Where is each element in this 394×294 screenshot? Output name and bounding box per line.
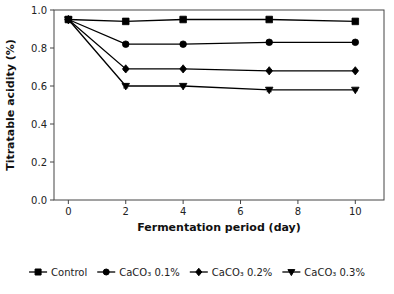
marker — [180, 41, 187, 48]
marker — [266, 67, 273, 75]
y-axis-label: Titratable acidity (%) — [4, 39, 17, 171]
x-axis-label: Fermentation period (day) — [137, 221, 301, 234]
y-tick — [50, 10, 54, 11]
marker — [122, 41, 129, 48]
legend: Control CaCO₃ 0.1% CaCO₃ 0.2% CaCO₃ 0.3% — [29, 267, 365, 278]
x-tick — [240, 200, 241, 204]
plot-frame — [54, 10, 384, 200]
legend-marker — [103, 269, 109, 275]
x-tick-label: 6 — [237, 206, 243, 217]
y-tick — [50, 162, 54, 163]
marker — [265, 87, 273, 94]
chart: 0.0 0.2 0.4 0.6 0.8 1.0 0 2 4 6 8 10 Fermentation pe… — [0, 0, 394, 294]
x-tick — [183, 200, 184, 204]
legend-marker — [35, 269, 41, 275]
x-tick — [68, 200, 69, 204]
legend-item: CaCO₃ 0.1% — [97, 267, 180, 278]
y-tick — [50, 200, 54, 201]
x-tick-label: 4 — [180, 206, 186, 217]
marker — [352, 67, 359, 75]
legend-item: Control — [29, 267, 87, 278]
marker — [180, 65, 187, 73]
marker — [122, 18, 129, 25]
x-tick-label: 8 — [295, 206, 301, 217]
series-line — [68, 20, 355, 22]
legend-label: CaCO₃ 0.3% — [304, 267, 365, 278]
plot-data — [65, 15, 360, 93]
marker — [122, 65, 129, 73]
series — [65, 16, 359, 25]
legend-marker — [196, 268, 202, 276]
marker — [65, 17, 73, 24]
legend-item: CaCO₃ 0.2% — [190, 267, 273, 278]
marker — [266, 39, 273, 46]
legend-item: CaCO₃ 0.3% — [282, 267, 365, 278]
y-tick-label: 1.0 — [31, 5, 47, 16]
y-tick-label: 0.2 — [31, 157, 47, 168]
marker — [352, 18, 359, 25]
legend-label: CaCO₃ 0.2% — [212, 267, 273, 278]
marker — [180, 16, 187, 23]
marker — [352, 87, 360, 94]
y-tick — [50, 48, 54, 49]
legend-label: Control — [51, 267, 87, 278]
series-line — [68, 20, 355, 90]
series — [65, 16, 359, 47]
series-line — [68, 20, 355, 71]
x-tick — [355, 200, 356, 204]
y-tick — [50, 86, 54, 87]
y-tick-label: 0.4 — [31, 119, 47, 130]
legend-label: CaCO₃ 0.1% — [119, 267, 180, 278]
y-tick-label: 0.6 — [31, 81, 47, 92]
x-tick-label: 2 — [123, 206, 129, 217]
x-tick — [125, 200, 126, 204]
legend-marker — [288, 270, 295, 276]
marker — [352, 39, 359, 46]
x-tick — [297, 200, 298, 204]
x-tick-label: 10 — [349, 206, 362, 217]
y-tick-label: 0.8 — [31, 43, 47, 54]
x-tick-label: 0 — [65, 206, 71, 217]
series-line — [68, 20, 355, 45]
series — [65, 17, 360, 94]
marker — [122, 83, 130, 90]
y-tick — [50, 124, 54, 125]
marker — [266, 16, 273, 23]
y-tick-label: 0.0 — [31, 195, 47, 206]
marker — [179, 83, 187, 90]
